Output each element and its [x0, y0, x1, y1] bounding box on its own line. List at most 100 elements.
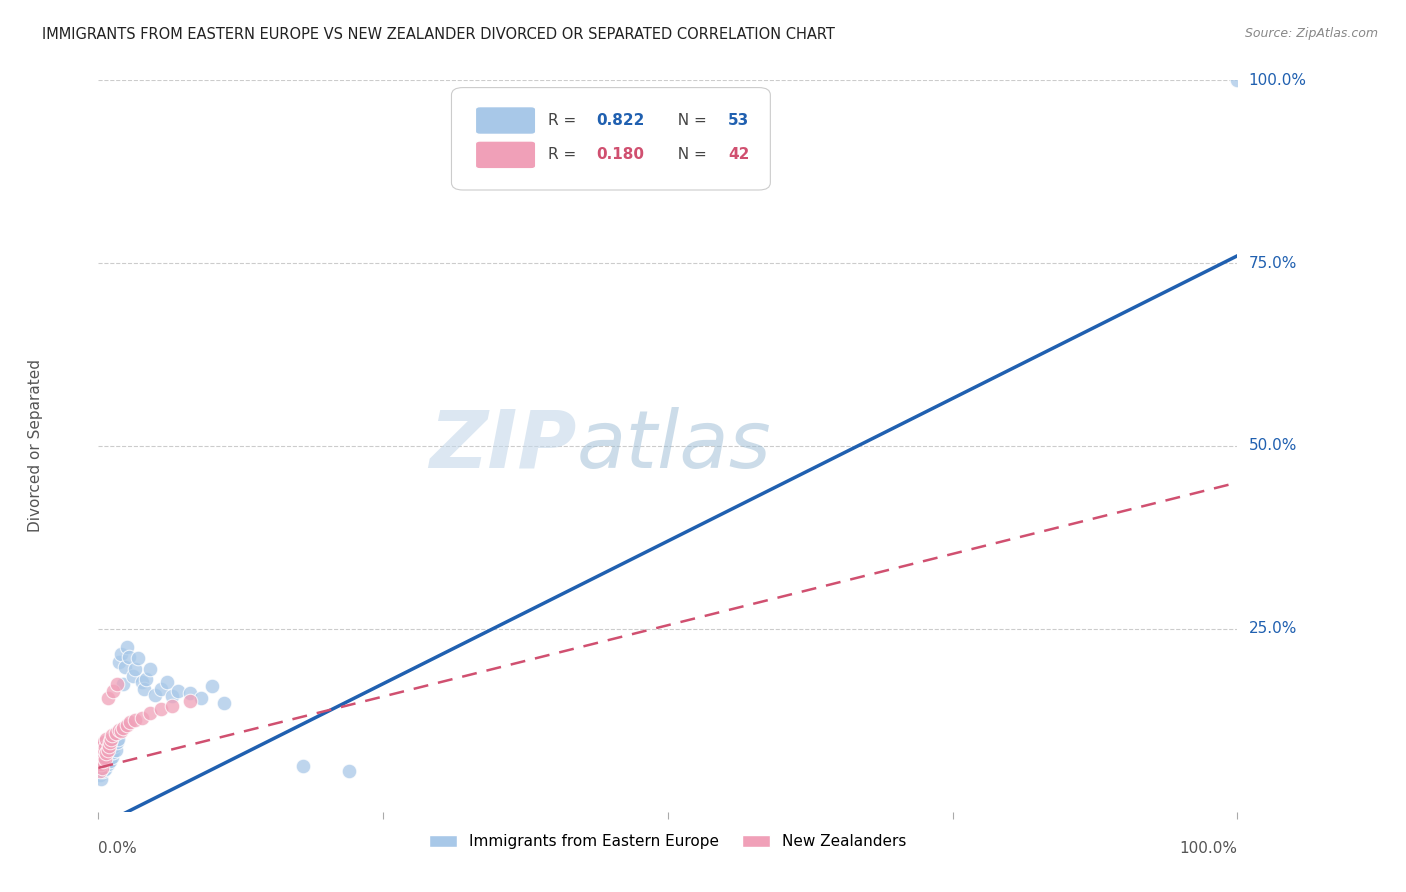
- Point: [90, 749, 112, 764]
- Point: [94, 762, 117, 776]
- Point: [100, 731, 122, 746]
- Point: [96, 757, 118, 772]
- Legend: Immigrants from Eastern Europe, New Zealanders: Immigrants from Eastern Europe, New Zeal…: [423, 828, 912, 855]
- Point: [91, 754, 114, 768]
- Point: [115, 640, 138, 655]
- Text: N =: N =: [668, 147, 711, 162]
- Point: [104, 725, 127, 739]
- Point: [94, 752, 117, 766]
- Point: [150, 681, 173, 696]
- Text: N =: N =: [668, 113, 711, 128]
- Point: [96, 746, 118, 760]
- Point: [138, 662, 160, 676]
- Point: [112, 721, 135, 735]
- Point: [108, 655, 131, 669]
- Point: [98, 735, 121, 749]
- Point: [94, 755, 117, 769]
- Text: 0.0%: 0.0%: [98, 841, 138, 856]
- Point: [97, 747, 120, 762]
- Point: [96, 691, 118, 706]
- Point: [145, 688, 167, 702]
- Point: [121, 669, 143, 683]
- Point: [96, 752, 118, 766]
- Text: 50.0%: 50.0%: [1249, 439, 1296, 453]
- Point: [93, 749, 115, 764]
- Point: [90, 755, 112, 769]
- Point: [150, 702, 173, 716]
- Point: [89, 755, 111, 769]
- Point: [127, 651, 149, 665]
- Point: [101, 740, 124, 755]
- Point: [90, 740, 112, 755]
- Point: [90, 746, 112, 760]
- Point: [91, 745, 114, 759]
- Point: [90, 749, 112, 764]
- Point: [90, 757, 112, 772]
- Point: [138, 706, 160, 720]
- Point: [103, 739, 125, 753]
- Point: [132, 681, 155, 696]
- Point: [115, 718, 138, 732]
- Point: [89, 764, 111, 779]
- Point: [94, 740, 117, 755]
- Point: [131, 711, 153, 725]
- Point: [118, 649, 141, 664]
- Point: [93, 759, 115, 773]
- Point: [135, 672, 157, 686]
- Point: [90, 752, 112, 766]
- Point: [90, 762, 112, 776]
- FancyBboxPatch shape: [451, 87, 770, 190]
- Point: [89, 768, 111, 782]
- Point: [103, 745, 125, 759]
- Point: [103, 684, 125, 698]
- Text: 25.0%: 25.0%: [1249, 622, 1296, 636]
- FancyBboxPatch shape: [475, 141, 536, 169]
- Point: [89, 757, 111, 772]
- Point: [124, 714, 146, 728]
- Text: 100.0%: 100.0%: [1249, 73, 1306, 87]
- Text: IMMIGRANTS FROM EASTERN EUROPE VS NEW ZEALANDER DIVORCED OR SEPARATED CORRELATIO: IMMIGRANTS FROM EASTERN EUROPE VS NEW ZE…: [42, 27, 835, 42]
- Text: 53: 53: [728, 113, 749, 128]
- Point: [90, 772, 112, 786]
- Point: [110, 724, 132, 739]
- Text: 42: 42: [728, 147, 749, 162]
- Point: [100, 746, 122, 760]
- Point: [96, 742, 118, 756]
- Point: [96, 746, 118, 760]
- Point: [167, 684, 190, 698]
- Point: [162, 689, 184, 703]
- Point: [156, 674, 179, 689]
- Point: [101, 749, 124, 764]
- Point: [89, 752, 111, 766]
- Point: [201, 679, 224, 693]
- Point: [98, 738, 121, 752]
- FancyBboxPatch shape: [475, 107, 536, 135]
- Point: [212, 697, 235, 711]
- Point: [131, 674, 153, 689]
- Text: 0.180: 0.180: [596, 147, 644, 162]
- Text: 100.0%: 100.0%: [1180, 841, 1237, 856]
- Point: [107, 731, 129, 746]
- Text: Divorced or Separated: Divorced or Separated: [28, 359, 44, 533]
- Point: [108, 723, 131, 737]
- Point: [98, 754, 121, 768]
- Point: [96, 742, 118, 756]
- Point: [101, 728, 124, 742]
- Point: [162, 698, 184, 713]
- Point: [105, 676, 128, 690]
- Point: [91, 764, 114, 779]
- Text: 0.822: 0.822: [596, 113, 644, 128]
- Text: atlas: atlas: [576, 407, 772, 485]
- Text: R =: R =: [548, 147, 582, 162]
- Point: [190, 691, 212, 706]
- Point: [179, 686, 201, 700]
- Point: [93, 749, 115, 764]
- Point: [90, 761, 112, 775]
- Point: [104, 742, 127, 756]
- Point: [89, 746, 111, 760]
- Text: Source: ZipAtlas.com: Source: ZipAtlas.com: [1244, 27, 1378, 40]
- Point: [97, 739, 120, 753]
- Point: [1226, 73, 1249, 87]
- Point: [337, 764, 360, 779]
- Point: [93, 735, 115, 749]
